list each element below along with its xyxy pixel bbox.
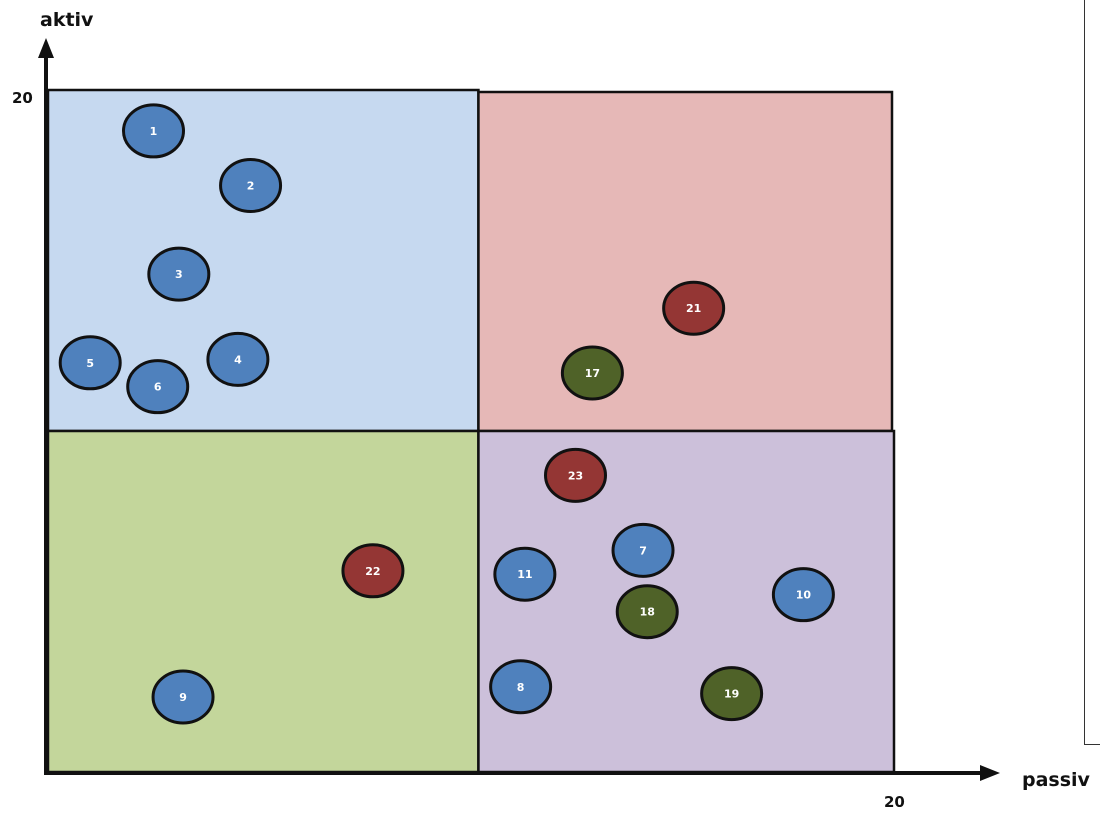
y-axis-arrowhead xyxy=(38,38,54,58)
frame-border xyxy=(1084,0,1100,745)
point-label: 10 xyxy=(796,589,812,602)
point-marker xyxy=(489,659,553,715)
point-label: 2 xyxy=(247,179,255,192)
point-5: 5 xyxy=(58,335,122,391)
x-axis-arrowhead xyxy=(980,765,1000,781)
point-label: 1 xyxy=(150,125,158,138)
point-label: 11 xyxy=(517,568,532,581)
point-marker xyxy=(560,345,624,401)
point-label: 7 xyxy=(639,544,647,557)
point-label: 22 xyxy=(365,565,380,578)
point-label: 17 xyxy=(585,367,600,380)
quadrant-top-right xyxy=(477,90,894,433)
point-marker xyxy=(493,546,557,602)
point-marker xyxy=(700,666,764,722)
point-marker xyxy=(126,359,190,415)
point-marker xyxy=(58,335,122,391)
point-4: 4 xyxy=(206,331,270,387)
point-marker xyxy=(219,157,283,213)
y-axis-max-tick: 20 xyxy=(12,89,33,107)
point-marker xyxy=(662,280,726,336)
point-label: 21 xyxy=(686,302,701,315)
point-19: 19 xyxy=(700,666,764,722)
point-marker xyxy=(341,543,405,599)
quadrant-bottom-left xyxy=(46,429,480,774)
point-marker xyxy=(147,246,211,302)
point-marker xyxy=(206,331,270,387)
quadrant-layer xyxy=(46,88,896,774)
point-label: 5 xyxy=(86,357,94,370)
point-23: 23 xyxy=(544,447,607,503)
point-label: 4 xyxy=(234,353,242,366)
y-axis-label: aktiv xyxy=(40,9,94,31)
point-label: 9 xyxy=(179,691,187,704)
point-21: 21 xyxy=(662,280,726,336)
point-9: 9 xyxy=(151,669,215,725)
point-8: 8 xyxy=(489,659,553,715)
point-marker xyxy=(615,584,679,640)
point-label: 8 xyxy=(517,681,525,694)
x-axis-max-tick: 20 xyxy=(884,793,905,811)
point-11: 11 xyxy=(493,546,557,602)
point-6: 6 xyxy=(126,359,190,415)
point-22: 22 xyxy=(341,543,405,599)
point-marker xyxy=(122,103,185,159)
point-marker xyxy=(544,447,607,503)
point-marker xyxy=(611,522,675,578)
point-2: 2 xyxy=(219,157,283,213)
point-17: 17 xyxy=(560,345,624,401)
point-label: 19 xyxy=(724,688,739,701)
axes-layer: aktiv passiv 20 20 xyxy=(12,9,1091,811)
point-marker xyxy=(151,669,215,725)
point-18: 18 xyxy=(615,584,679,640)
point-marker xyxy=(771,567,835,623)
point-3: 3 xyxy=(147,246,211,302)
point-1: 1 xyxy=(122,103,185,159)
point-10: 10 xyxy=(771,567,835,623)
point-7: 7 xyxy=(611,522,675,578)
point-label: 18 xyxy=(640,606,655,619)
x-axis-label: passiv xyxy=(1022,769,1091,791)
point-label: 6 xyxy=(154,381,162,394)
point-label: 23 xyxy=(568,469,583,482)
point-label: 3 xyxy=(175,268,183,281)
